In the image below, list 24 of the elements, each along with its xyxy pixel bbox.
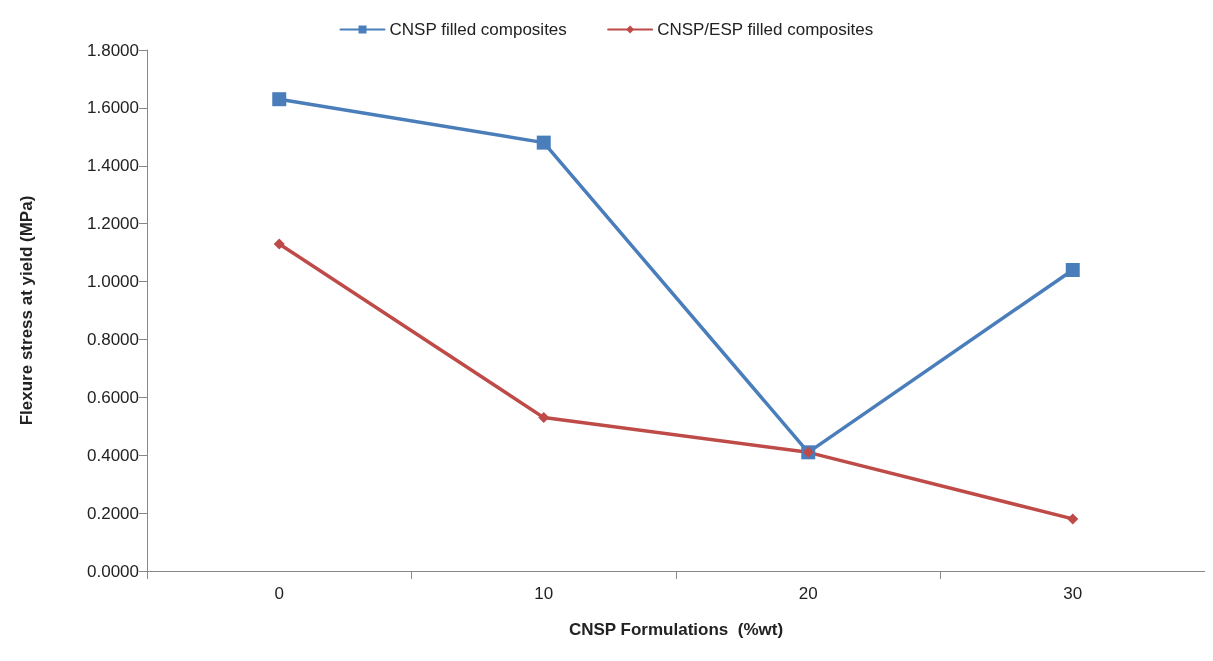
- y-tick-label: 0.4000: [87, 445, 139, 465]
- y-tick-label: 1.0000: [87, 272, 139, 292]
- legend-label: CNSP filled composites: [389, 20, 567, 39]
- y-tick-label: 1.2000: [87, 214, 139, 234]
- y-tick-label: 1.6000: [87, 98, 139, 118]
- y-tick-label: 0.8000: [87, 329, 139, 349]
- legend-label: CNSP/ESP filled composites: [657, 20, 874, 39]
- point: [538, 412, 550, 424]
- y-axis-title: Flexure stress at yield (MPa): [17, 195, 36, 426]
- point: [273, 238, 285, 250]
- y-tick-label: 0.2000: [87, 503, 139, 523]
- x-tick-label: 0: [274, 584, 284, 603]
- point: [536, 135, 551, 150]
- y-tick-label: 0.6000: [87, 387, 139, 407]
- y-tick-label: 1.4000: [87, 156, 139, 176]
- x-tick-label: 30: [1063, 584, 1083, 603]
- x-axis-title: CNSP Formulations (%wt): [568, 620, 784, 639]
- y-tick-label: 0.0000: [87, 561, 139, 581]
- x-tick-label: 10: [534, 584, 554, 603]
- point: [272, 92, 287, 107]
- y-tick-label: 1.8000: [87, 40, 139, 60]
- point: [1065, 262, 1080, 277]
- x-tick-label: 20: [798, 584, 818, 603]
- point: [1067, 513, 1079, 525]
